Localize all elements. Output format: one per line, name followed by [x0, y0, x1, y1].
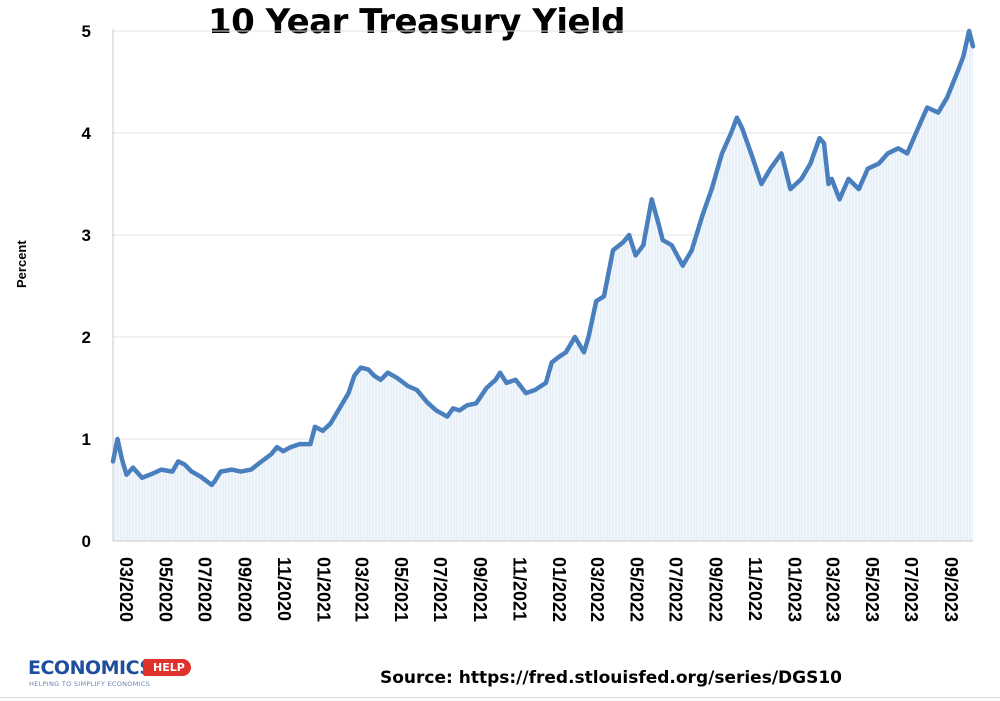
- x-tick-label: 05/2023: [862, 557, 882, 622]
- x-tick-label: 11/2022: [745, 557, 765, 621]
- x-tick-label: 07/2023: [901, 557, 921, 622]
- economics-help-logo: ECONOMICS HELP HELPING TO SIMPLIFY ECONO…: [28, 657, 191, 691]
- y-tick-label: 5: [82, 22, 91, 41]
- x-tick-label: 11/2021: [510, 557, 530, 621]
- x-tick-label: 07/2022: [666, 557, 686, 622]
- area-fill: [113, 31, 973, 541]
- y-tick-labels: 0 1 2 3 4 5: [82, 22, 92, 551]
- yield-series-line: [110, 28, 976, 488]
- x-tick-label: 09/2022: [706, 557, 726, 622]
- x-tick-label: 03/2023: [823, 557, 843, 622]
- x-tick-label: 01/2021: [313, 557, 333, 622]
- x-tick-label: 03/2021: [352, 557, 372, 622]
- y-tick-label: 4: [82, 124, 92, 143]
- series-layer: [110, 28, 976, 488]
- x-tick-label: 01/2023: [784, 557, 804, 622]
- x-tick-label: 05/2022: [626, 557, 646, 622]
- x-tick-label: 09/2020: [235, 557, 255, 622]
- x-tick-label: 09/2021: [470, 557, 490, 622]
- x-tick-label: 03/2020: [116, 557, 136, 622]
- x-tick-label: 11/2020: [274, 557, 294, 621]
- area-under-curve: [113, 31, 973, 541]
- x-tick-label: 03/2022: [587, 557, 607, 622]
- y-tick-label: 0: [82, 532, 91, 551]
- logo-badge: HELP: [143, 659, 191, 676]
- x-tick-label: 07/2021: [430, 557, 450, 622]
- chart-title: 10 Year Treasury Yield: [208, 2, 626, 42]
- x-tick-labels: 03/2020 05/2020 07/2020 09/2020 11/2020 01/20…: [116, 557, 961, 622]
- logo-brand-text: ECONOMICS: [28, 657, 153, 679]
- logo-tagline: HELPING TO SIMPLIFY ECONOMICS: [29, 680, 151, 688]
- source-caption: Source: https://fred.stlouisfed.org/seri…: [380, 668, 843, 688]
- x-tick-label: 01/2022: [549, 557, 569, 622]
- y-tick-label: 1: [82, 430, 91, 449]
- x-tick-label: 07/2020: [195, 557, 215, 622]
- x-tick-label: 05/2021: [391, 557, 411, 622]
- y-tick-label: 2: [82, 328, 91, 347]
- y-tick-label: 3: [82, 226, 91, 245]
- x-tick-label: 09/2023: [941, 557, 961, 622]
- x-tick-label: 05/2020: [155, 557, 175, 622]
- bottom-divider: [0, 697, 1000, 698]
